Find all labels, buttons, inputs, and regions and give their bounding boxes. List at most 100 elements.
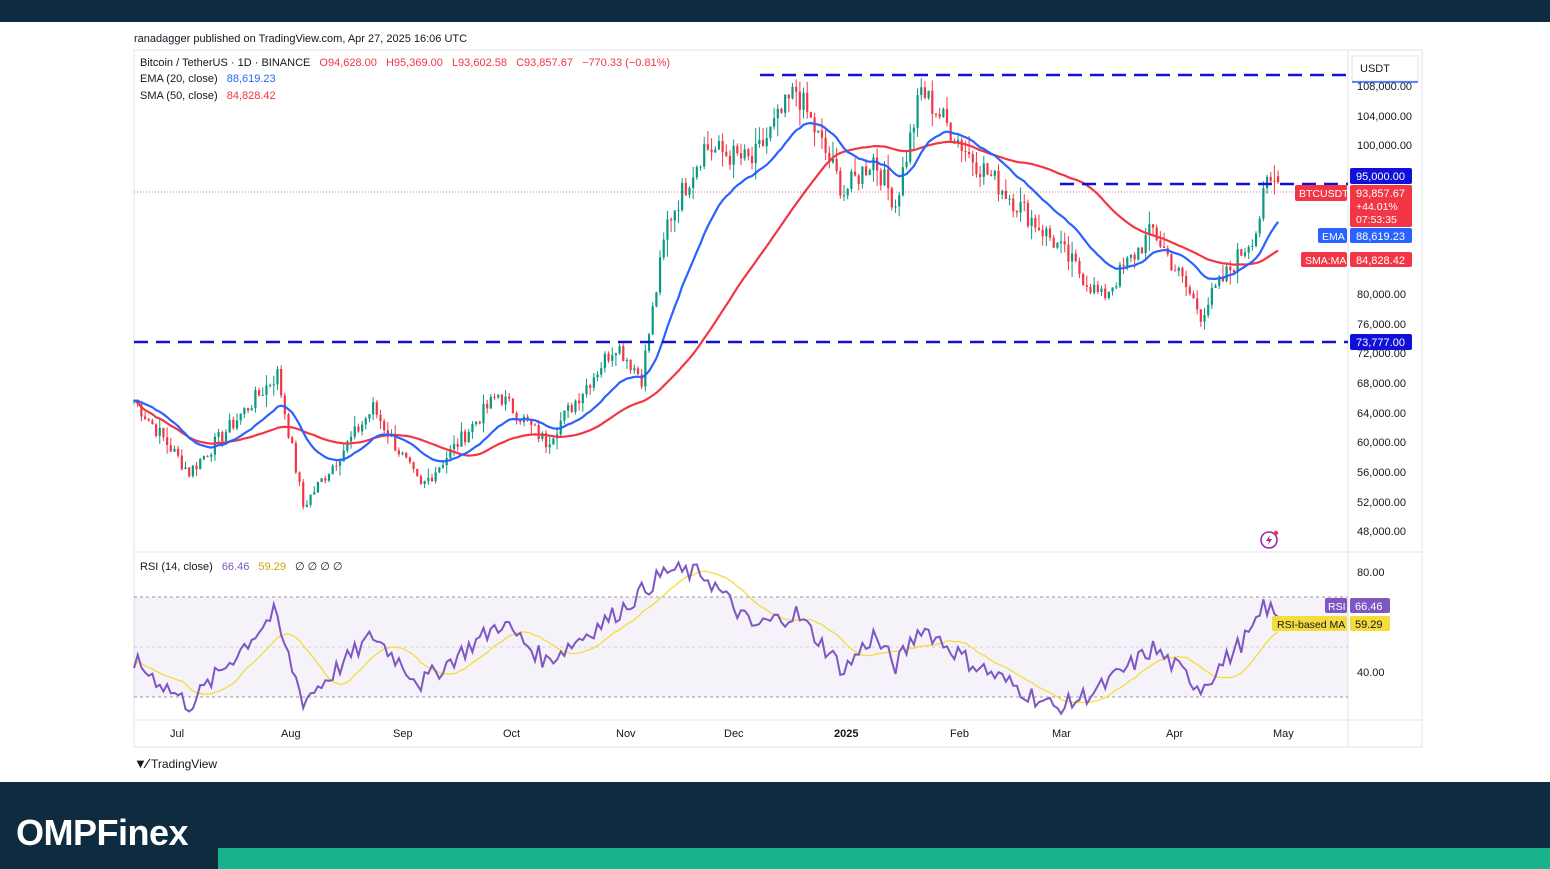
candle-body (1100, 288, 1103, 292)
candle-body (905, 161, 908, 168)
moving-averages-layer (133, 121, 1279, 463)
candle-body (960, 139, 963, 152)
rsi-layer (133, 560, 1279, 716)
currency-box[interactable] (1351, 55, 1419, 82)
candle-body (1001, 190, 1004, 195)
candle-body (817, 130, 820, 133)
candle-body (1056, 242, 1059, 248)
tradingview-logo[interactable]: ▼⁄ TradingView (134, 756, 217, 771)
candle-body (224, 432, 228, 442)
sma-tag[interactable] (1301, 252, 1347, 267)
candle-body (1034, 217, 1037, 228)
candle-body (151, 420, 154, 425)
candle-body (397, 450, 400, 455)
symbol-tag[interactable] (1295, 185, 1347, 201)
candle-body (1041, 229, 1044, 237)
candle-body (368, 414, 371, 419)
candle-body (401, 452, 404, 455)
candle-body (876, 157, 879, 171)
candle-body (1048, 228, 1052, 238)
support-price-tag[interactable] (1350, 334, 1412, 350)
resistance-price-text: 95,000.00 (1356, 171, 1405, 183)
candle-body (383, 421, 386, 431)
rsi-ma-tag[interactable] (1272, 616, 1347, 631)
lightning-icon[interactable] (1260, 531, 1278, 549)
candle-body (625, 360, 629, 362)
candle-body (739, 153, 743, 159)
rsi-ma-value-tag[interactable] (1350, 616, 1390, 631)
candle-body (1133, 254, 1136, 260)
candle-body (541, 433, 544, 440)
support-price-text: 73,777.00 (1356, 337, 1405, 349)
time-label: May (1273, 728, 1294, 740)
ema-legend[interactable]: EMA (20, close) 88,619.23 (140, 73, 282, 85)
candle-body (618, 346, 621, 354)
rsi-legend-label: RSI (14, close) (140, 561, 213, 573)
candle-body (1173, 270, 1177, 272)
candle-body (276, 368, 279, 385)
candle-body (673, 210, 676, 221)
candle-body (1269, 176, 1272, 181)
rsi-line[interactable] (133, 560, 1279, 716)
candle-body (802, 92, 805, 110)
candle-body (1070, 253, 1074, 262)
sma-value-tag[interactable] (1350, 252, 1412, 267)
rsi-value-tag[interactable] (1350, 598, 1390, 613)
candle-body (699, 166, 702, 168)
candle-body (600, 368, 603, 375)
ema-20-line[interactable] (133, 121, 1279, 463)
change-percent-text: +44.01% (1356, 201, 1398, 213)
candle-body (831, 158, 835, 163)
candle-body (1162, 246, 1166, 249)
price-tick: 72,000.00 (1357, 348, 1406, 360)
candle-body (1229, 266, 1232, 271)
candle-body (850, 171, 853, 189)
symbol-title[interactable]: Bitcoin / TetherUS · 1D · BINANCE (140, 57, 311, 69)
rsi-tag[interactable] (1325, 598, 1347, 613)
candle-body (824, 137, 827, 153)
candle-body (1151, 224, 1155, 228)
candle-body (324, 478, 327, 481)
last-price-tag[interactable] (1350, 185, 1412, 227)
candle-body (261, 395, 264, 397)
candle-body (846, 188, 849, 196)
candle-body (467, 432, 470, 443)
candle-body (728, 155, 732, 165)
candle-body (206, 456, 209, 458)
ema-tag[interactable] (1318, 228, 1347, 243)
candle-body (703, 144, 706, 167)
ema-value-tag[interactable] (1350, 228, 1412, 243)
candle-body (736, 145, 739, 154)
time-label: Sep (393, 728, 413, 740)
candle-body (787, 94, 790, 99)
candle-body (463, 431, 467, 443)
notification-dot-icon (1273, 530, 1279, 536)
candle-body (964, 151, 967, 153)
candle-body (633, 368, 636, 371)
candle-body (500, 394, 503, 405)
ema-legend-value: 88,619.23 (226, 73, 276, 85)
symbol-legend: Bitcoin / TetherUS · 1D · BINANCE O94,62… (140, 57, 676, 69)
time-label: 2025 (834, 728, 858, 740)
candle-body (773, 118, 776, 127)
site-logo[interactable]: OMPFinex (16, 812, 189, 853)
sma-legend[interactable]: SMA (50, close) 84,828.42 (140, 90, 282, 102)
candle-body (1111, 287, 1114, 292)
candle-body (1277, 176, 1280, 182)
candle-body (1236, 249, 1239, 273)
candle-body (1192, 293, 1195, 299)
rsi-legend[interactable]: RSI (14, close) 66.46 59.29 ∅ ∅ ∅ ∅ (140, 560, 349, 573)
candle-body (636, 368, 640, 375)
ohlc-close: C93,857.67 (516, 57, 573, 69)
resistance-price-tag[interactable] (1350, 168, 1412, 184)
sma-50-line[interactable] (133, 140, 1279, 457)
candle-body (1085, 285, 1088, 287)
candle-body (1258, 218, 1261, 234)
candle-body (460, 431, 463, 447)
candle-body (1030, 217, 1033, 227)
candle-body (677, 210, 680, 212)
candle-body (471, 423, 474, 433)
candle-body (195, 465, 198, 470)
ohlc-open: O94,628.00 (319, 57, 377, 69)
